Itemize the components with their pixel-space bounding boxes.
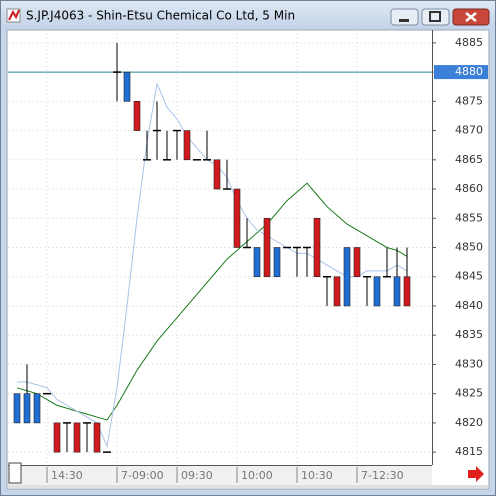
status-strip — [8, 485, 488, 488]
candle-body — [273, 247, 281, 278]
x-tick-label: 7-12:30 — [361, 469, 404, 482]
candle-body — [183, 130, 191, 161]
y-tick-label: 4825 — [455, 387, 483, 400]
plot-area: 4815 4820 4825 4830 4835 4840 4845 4850 4855 4860… — [8, 30, 483, 483]
candle-body — [373, 276, 381, 307]
indicator-line — [16, 182, 408, 421]
maximize-glyph — [429, 11, 441, 22]
y-tick-label: 4845 — [455, 270, 483, 283]
chart-client — [6, 29, 490, 490]
maximize-button[interactable] — [421, 8, 450, 26]
minimize-button[interactable] — [390, 8, 419, 26]
candle-body — [333, 276, 341, 307]
y-tick-label: 4815 — [455, 445, 483, 458]
candle-body — [13, 393, 21, 424]
candle-body — [73, 422, 81, 453]
candle-body — [343, 247, 351, 307]
y-tick-label: 4820 — [455, 416, 483, 429]
window-title: S.JP.J4063 - Shin-Etsu Chemical Co Ltd, … — [26, 9, 295, 23]
x-axis-strip — [8, 466, 432, 485]
close-glyph — [465, 12, 477, 22]
x-tick-label: 10:00 — [241, 469, 273, 482]
candle-body — [353, 247, 361, 278]
candle-body — [213, 159, 221, 190]
candle-body — [393, 276, 401, 307]
y-tick-label: 4870 — [455, 124, 483, 137]
y-tick-label: 4850 — [455, 241, 483, 254]
y-tick-label: 4860 — [455, 182, 483, 195]
candle-body — [53, 422, 61, 453]
candle-body — [23, 393, 31, 424]
y-tick-label: 4830 — [455, 357, 483, 370]
x-tick-label: 7-09:00 — [121, 469, 164, 482]
indicator-line — [17, 82, 408, 449]
candle-body — [403, 276, 411, 307]
y-tick-label: 4875 — [455, 94, 483, 107]
scroll-handle[interactable] — [8, 462, 22, 484]
candle-body — [253, 247, 261, 278]
candle-body — [123, 71, 131, 102]
y-tick-label: 4865 — [455, 153, 483, 166]
y-tick-label: 4840 — [455, 299, 483, 312]
candle-body — [263, 217, 271, 278]
y-tick-label: 4885 — [455, 36, 483, 49]
candle-body — [133, 101, 141, 131]
candle-body — [233, 188, 241, 248]
candle-body — [33, 393, 41, 424]
app-icon-glyph — [8, 9, 20, 21]
y-tick-label: 4835 — [455, 328, 483, 341]
candle-body — [93, 422, 101, 453]
y-tick-label: 4855 — [455, 211, 483, 224]
x-tick-label: 10:30 — [301, 469, 333, 482]
x-tick-label: 09:30 — [181, 469, 213, 482]
minimize-glyph — [399, 19, 409, 22]
price-label: 4880 — [455, 65, 483, 78]
price-label-bg — [434, 65, 488, 80]
x-tick-label: 14:30 — [51, 469, 83, 482]
candle-body — [313, 217, 321, 278]
scroll-right-arrow[interactable] — [468, 466, 484, 482]
